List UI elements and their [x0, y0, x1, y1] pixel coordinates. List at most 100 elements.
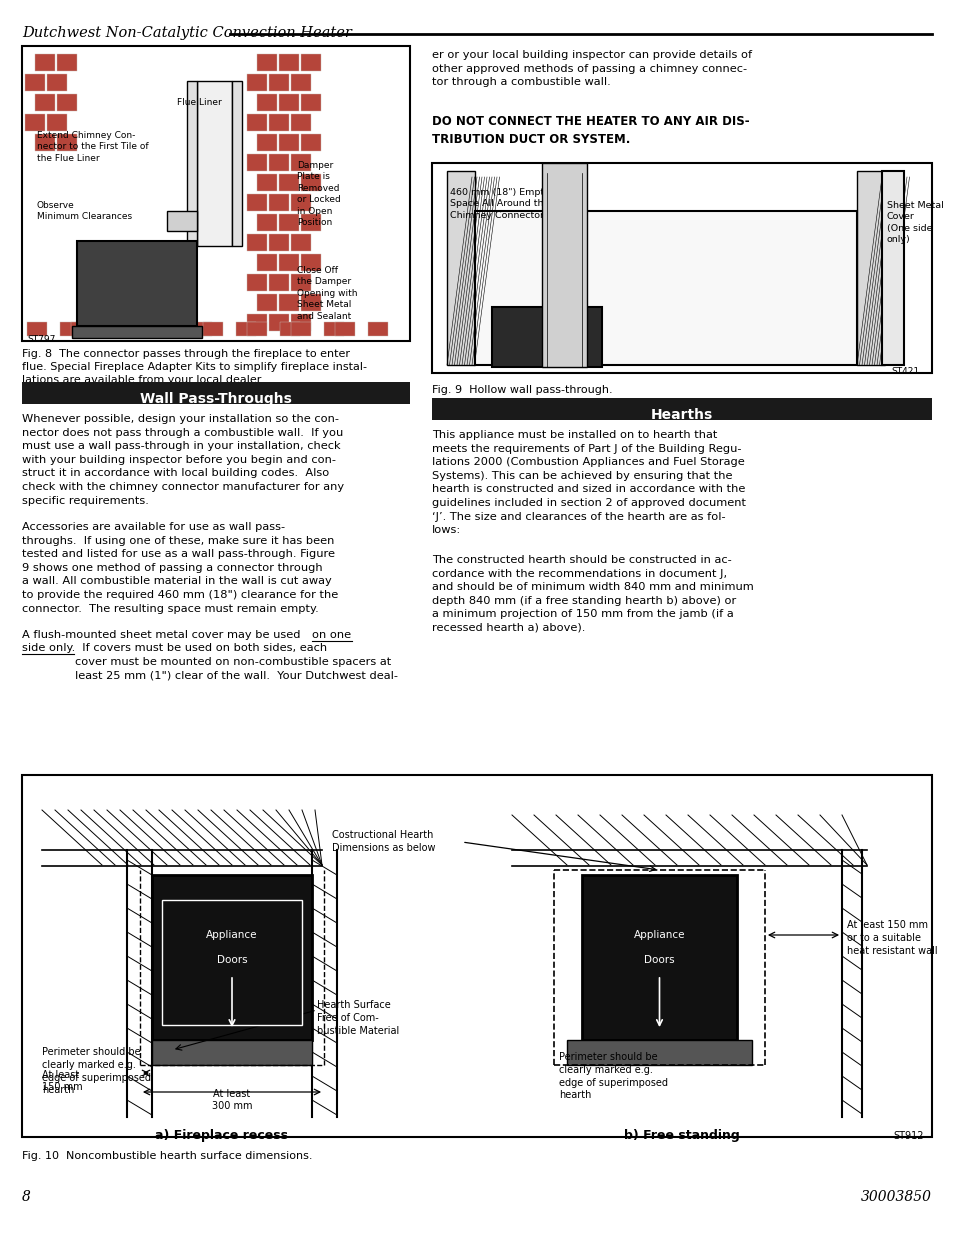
Text: DO NOT CONNECT THE HEATER TO ANY AIR DIS-
TRIBUTION DUCT OR SYSTEM.: DO NOT CONNECT THE HEATER TO ANY AIR DIS…: [432, 115, 749, 146]
Bar: [492, 308, 601, 367]
Bar: [566, 1040, 751, 1065]
Text: Flue Liner: Flue Liner: [177, 98, 221, 107]
Text: Extend Chimney Con-
nector to the First Tile of
the Flue Liner: Extend Chimney Con- nector to the First …: [37, 131, 149, 163]
Bar: [203, 322, 223, 336]
Bar: [291, 74, 311, 91]
Bar: [581, 876, 737, 1040]
Bar: [22, 382, 410, 404]
Bar: [104, 322, 124, 336]
Bar: [60, 322, 80, 336]
Text: At least 150 mm
or to a suitable
heat resistant wall: At least 150 mm or to a suitable heat re…: [846, 920, 937, 956]
Text: Accessories are available for use as wall pass-
throughs.  If using one of these: Accessories are available for use as wal…: [22, 522, 338, 614]
Bar: [256, 254, 276, 270]
Bar: [247, 274, 267, 291]
Bar: [291, 154, 311, 170]
Bar: [301, 54, 320, 70]
Bar: [247, 314, 267, 331]
Bar: [882, 170, 903, 366]
Bar: [25, 74, 45, 91]
Bar: [291, 322, 311, 336]
Bar: [196, 82, 232, 246]
Text: 30003850: 30003850: [861, 1191, 931, 1204]
Text: Perimeter should be
clearly marked e.g.
edge of superimposed
hearth: Perimeter should be clearly marked e.g. …: [42, 1047, 151, 1095]
Text: Dutchwest Non-Catalytic Convection Heater: Dutchwest Non-Catalytic Convection Heate…: [22, 26, 352, 40]
Bar: [269, 274, 289, 291]
Text: A flush-mounted sheet metal cover may be used: A flush-mounted sheet metal cover may be…: [22, 630, 304, 640]
Bar: [57, 135, 77, 151]
Bar: [152, 876, 312, 1040]
Bar: [301, 135, 320, 151]
Bar: [247, 194, 267, 211]
Bar: [247, 114, 267, 131]
Text: side only.: side only.: [22, 643, 75, 653]
Bar: [269, 74, 289, 91]
Bar: [447, 170, 475, 366]
Bar: [247, 74, 267, 91]
Bar: [278, 214, 298, 231]
Bar: [269, 314, 289, 331]
Text: er or your local building inspector can provide details of
other approved method: er or your local building inspector can …: [432, 49, 751, 88]
Bar: [167, 211, 196, 231]
Bar: [301, 254, 320, 270]
Bar: [22, 776, 931, 1137]
Bar: [278, 54, 298, 70]
Text: a) Fireplace recess: a) Fireplace recess: [155, 1129, 288, 1142]
Text: ST797: ST797: [27, 335, 55, 345]
Bar: [291, 274, 311, 291]
Text: The constructed hearth should be constructed in ac-
cordance with the recommenda: The constructed hearth should be constru…: [432, 555, 753, 634]
Bar: [278, 174, 298, 191]
Bar: [432, 398, 931, 420]
Bar: [77, 241, 196, 326]
Bar: [301, 214, 320, 231]
Bar: [301, 174, 320, 191]
Bar: [35, 135, 55, 151]
Bar: [232, 82, 242, 246]
Bar: [301, 294, 320, 311]
Bar: [27, 322, 47, 336]
Bar: [278, 254, 298, 270]
Text: Costructional Hearth
Dimensions as below: Costructional Hearth Dimensions as below: [332, 830, 435, 853]
Text: Fig. 9  Hollow wall pass-through.: Fig. 9 Hollow wall pass-through.: [432, 385, 612, 395]
Text: Doors: Doors: [643, 955, 674, 965]
Bar: [35, 54, 55, 70]
Text: At least
300 mm: At least 300 mm: [212, 1089, 252, 1112]
Text: ST421: ST421: [891, 367, 919, 375]
Bar: [152, 1040, 312, 1065]
Bar: [269, 233, 289, 251]
Text: Whenever possible, design your installation so the con-
nector does not pass thr: Whenever possible, design your installat…: [22, 414, 344, 505]
Text: Appliance: Appliance: [633, 930, 684, 940]
Bar: [475, 211, 856, 366]
Bar: [291, 233, 311, 251]
Bar: [159, 322, 179, 336]
Bar: [247, 322, 267, 336]
Text: Fig. 10  Noncombustible hearth surface dimensions.: Fig. 10 Noncombustible hearth surface di…: [22, 1151, 313, 1161]
Text: Appliance: Appliance: [206, 930, 257, 940]
Bar: [71, 326, 202, 338]
Bar: [368, 322, 388, 336]
Bar: [291, 314, 311, 331]
Bar: [256, 294, 276, 311]
Bar: [256, 94, 276, 111]
Bar: [235, 322, 255, 336]
Bar: [280, 322, 299, 336]
Bar: [192, 322, 212, 336]
Bar: [256, 54, 276, 70]
Bar: [148, 322, 168, 336]
Text: Close Off
the Damper
Opening with
Sheet Metal
and Sealant: Close Off the Damper Opening with Sheet …: [296, 266, 357, 321]
Text: ST912: ST912: [893, 1131, 923, 1141]
Bar: [47, 114, 67, 131]
Text: If covers must be used on both sides, each
cover must be mounted on non-combusti: If covers must be used on both sides, ea…: [75, 643, 397, 680]
Bar: [291, 194, 311, 211]
Text: Observe
Minimum Clearances: Observe Minimum Clearances: [37, 201, 132, 221]
Bar: [269, 194, 289, 211]
Bar: [324, 322, 344, 336]
Bar: [335, 322, 355, 336]
Text: 460 mm (18") Empty
Space All Around the
Chimney Connector: 460 mm (18") Empty Space All Around the …: [450, 188, 549, 220]
Bar: [278, 94, 298, 111]
Text: At least
150 mm: At least 150 mm: [42, 1070, 83, 1093]
Bar: [278, 294, 298, 311]
Bar: [278, 135, 298, 151]
Bar: [301, 94, 320, 111]
Bar: [269, 114, 289, 131]
Text: Hearth Surface
Free of Com-
bustible Material: Hearth Surface Free of Com- bustible Mat…: [316, 1000, 399, 1036]
